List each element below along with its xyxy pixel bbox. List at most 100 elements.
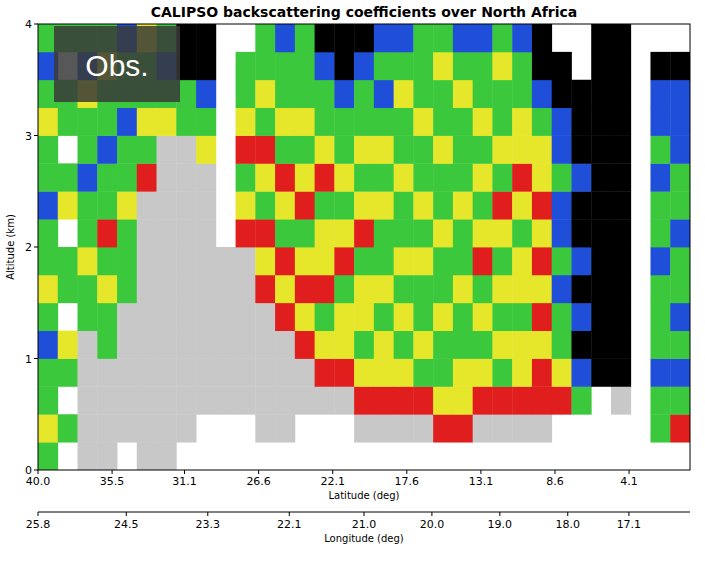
- cell: [591, 247, 611, 275]
- cell: [611, 136, 631, 164]
- cell: [394, 24, 414, 52]
- cell: [413, 414, 433, 442]
- cell: [58, 247, 78, 275]
- cell: [473, 52, 493, 80]
- cell: [670, 331, 690, 359]
- cell: [97, 331, 117, 359]
- cell: [255, 331, 275, 359]
- cell: [374, 24, 394, 52]
- cell: [650, 52, 670, 80]
- cell: [374, 386, 394, 414]
- cell: [374, 52, 394, 80]
- cell: [354, 108, 374, 136]
- cell: [196, 386, 216, 414]
- cell: [176, 191, 196, 219]
- cell: [176, 219, 196, 247]
- x2-tick-label: 19.0: [488, 518, 513, 531]
- cell: [374, 108, 394, 136]
- cell: [571, 303, 591, 331]
- cell: [334, 163, 354, 191]
- cell: [255, 136, 275, 164]
- cell: [591, 24, 611, 52]
- cell: [650, 247, 670, 275]
- cell: [275, 163, 295, 191]
- cell: [216, 303, 236, 331]
- annotation-background: [54, 26, 180, 102]
- cell: [394, 136, 414, 164]
- cell: [532, 136, 552, 164]
- cell: [196, 163, 216, 191]
- cell: [571, 386, 591, 414]
- title: CALIPSO backscattering coefficients over…: [151, 4, 578, 20]
- cell: [157, 414, 177, 442]
- cell: [58, 275, 78, 303]
- cell: [473, 359, 493, 387]
- cell: [552, 80, 572, 108]
- cell: [38, 275, 58, 303]
- cell: [512, 414, 532, 442]
- cell: [453, 303, 473, 331]
- cell: [650, 80, 670, 108]
- cell: [670, 52, 690, 80]
- cell: [38, 247, 58, 275]
- cell: [532, 163, 552, 191]
- cell: [394, 191, 414, 219]
- cell: [78, 219, 98, 247]
- cell: [216, 247, 236, 275]
- plot-frame: [38, 24, 690, 470]
- cell: [236, 108, 256, 136]
- cell: [334, 219, 354, 247]
- x2-tick: [364, 512, 365, 516]
- cell: [295, 191, 315, 219]
- cell: [492, 191, 512, 219]
- cell: [492, 303, 512, 331]
- y-tick-label: 4: [25, 18, 32, 31]
- cell: [196, 80, 216, 108]
- cell: [275, 331, 295, 359]
- cell: [236, 191, 256, 219]
- x-tick-label: 8.6: [546, 475, 564, 488]
- cell: [473, 219, 493, 247]
- cell: [137, 442, 157, 470]
- cell: [532, 247, 552, 275]
- cell: [473, 163, 493, 191]
- cell: [216, 359, 236, 387]
- cell: [492, 359, 512, 387]
- cell: [374, 331, 394, 359]
- cell: [453, 359, 473, 387]
- y-tick: [34, 135, 38, 136]
- y-tick-label: 3: [25, 130, 32, 143]
- cell: [433, 191, 453, 219]
- cell: [216, 386, 236, 414]
- cell: [58, 163, 78, 191]
- cell: [394, 163, 414, 191]
- cell: [453, 247, 473, 275]
- cell: [650, 386, 670, 414]
- cell: [650, 331, 670, 359]
- cell: [255, 24, 275, 52]
- cell: [334, 80, 354, 108]
- cell: [255, 275, 275, 303]
- cell: [176, 275, 196, 303]
- cell: [295, 163, 315, 191]
- cell: [97, 163, 117, 191]
- cell: [512, 303, 532, 331]
- cell: [334, 275, 354, 303]
- cell: [97, 386, 117, 414]
- cell: [591, 52, 611, 80]
- cell: [374, 136, 394, 164]
- cell: [413, 247, 433, 275]
- cell: [295, 108, 315, 136]
- cell: [315, 163, 335, 191]
- cell: [236, 331, 256, 359]
- x-tick-label: 22.1: [320, 475, 345, 488]
- cell: [650, 163, 670, 191]
- cell: [334, 24, 354, 52]
- cell: [492, 275, 512, 303]
- cell: [117, 414, 137, 442]
- cell: [394, 275, 414, 303]
- cell: [453, 331, 473, 359]
- cell: [334, 303, 354, 331]
- cell: [275, 247, 295, 275]
- cell: [453, 191, 473, 219]
